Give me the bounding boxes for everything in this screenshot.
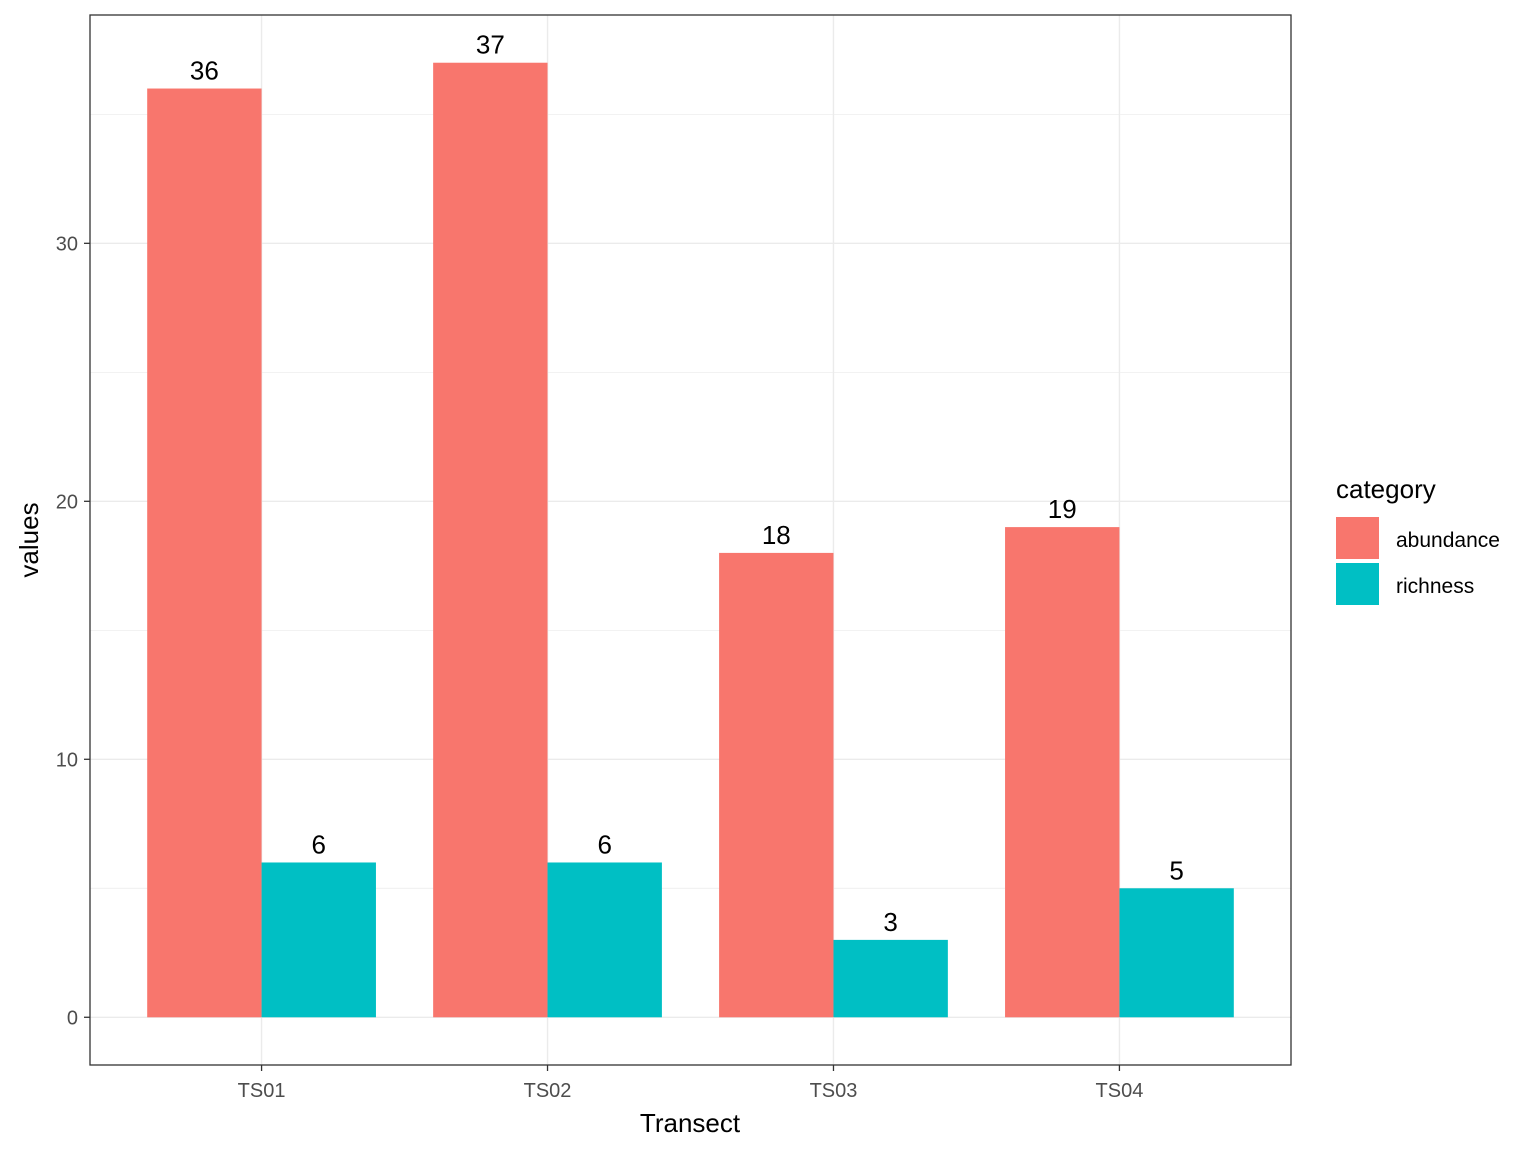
legend-label: richness (1396, 575, 1474, 598)
x-axis-title: Transect (640, 1108, 741, 1138)
data-label: 3 (883, 907, 897, 937)
legend-key-richness (1336, 563, 1379, 605)
bar-richness-TS02 (547, 862, 662, 1018)
x-tick-label: TS02 (524, 1080, 572, 1102)
data-label: 37 (476, 30, 505, 60)
data-label: 6 (312, 829, 326, 859)
bar-richness-TS03 (833, 939, 948, 1018)
data-label: 6 (597, 829, 611, 859)
bar-richness-TS01 (261, 862, 376, 1018)
y-tick-label: 30 (56, 233, 78, 255)
bar-abundance-TS02 (433, 62, 548, 1018)
bars (147, 62, 1234, 1018)
bar-abundance-TS03 (719, 552, 834, 1018)
x-axis: TS01 TS02 TS03 TS04 (238, 1065, 1144, 1102)
legend-label: abundance (1396, 529, 1500, 552)
legend-key-abundance (1336, 517, 1379, 559)
data-label: 5 (1169, 855, 1183, 885)
data-label: 19 (1048, 494, 1077, 524)
data-label: 36 (190, 56, 219, 86)
data-labels: 36 37 18 19 6 6 3 5 (190, 30, 1184, 937)
y-tick-label: 10 (56, 749, 78, 771)
x-tick-label: TS03 (810, 1080, 858, 1102)
y-tick-label: 20 (56, 491, 78, 513)
x-tick-label: TS04 (1096, 1080, 1144, 1102)
bar-abundance-TS01 (147, 88, 262, 1018)
data-label: 18 (762, 520, 791, 550)
bar-richness-TS04 (1119, 888, 1234, 1018)
y-axis: 0 10 20 30 (56, 233, 90, 1029)
panel-border (89, 14, 1292, 1066)
y-axis-title: values (14, 502, 44, 577)
legend: category abundance richness (1336, 474, 1500, 605)
x-tick-label: TS01 (238, 1080, 286, 1102)
y-tick-label: 0 (67, 1007, 78, 1029)
legend-title: category (1336, 474, 1436, 504)
bar-abundance-TS04 (1005, 527, 1120, 1018)
